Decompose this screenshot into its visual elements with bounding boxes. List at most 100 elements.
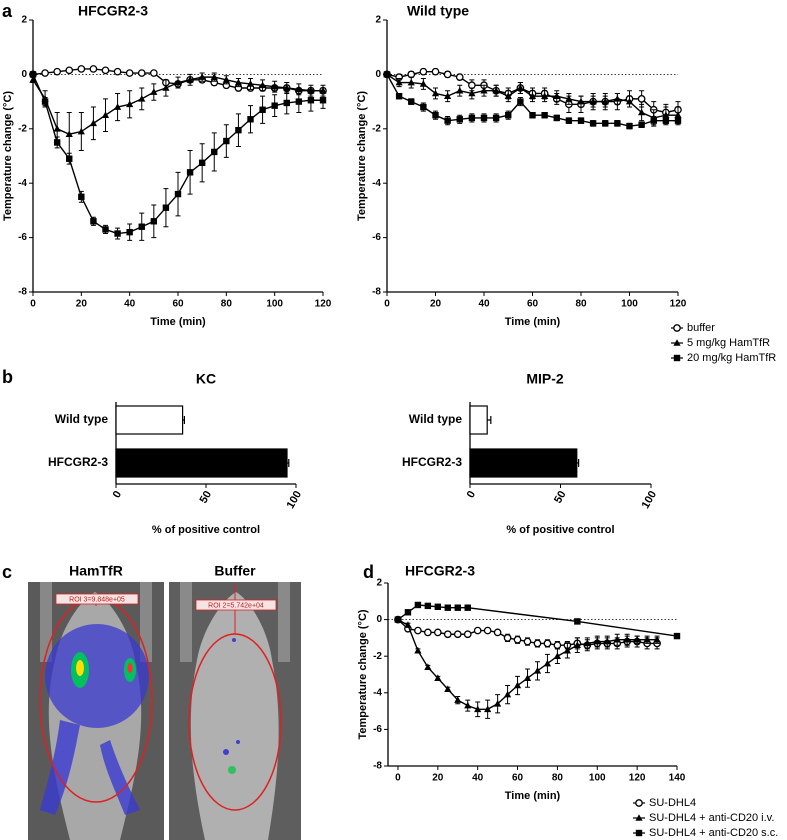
chart-title: Wild type xyxy=(407,3,469,19)
marker xyxy=(419,67,428,76)
marker xyxy=(414,626,422,635)
error-bar xyxy=(576,459,580,467)
marker xyxy=(602,120,609,127)
marker xyxy=(563,646,571,654)
marker xyxy=(271,102,278,109)
y-tick-label: Wild type xyxy=(55,412,109,426)
marker xyxy=(414,646,422,654)
marker xyxy=(77,65,86,73)
marker xyxy=(150,218,158,225)
signal xyxy=(45,624,149,728)
y-tick-label: -8 xyxy=(372,287,381,298)
x-tick-label: 0 xyxy=(465,489,478,500)
x-tick-label: 0 xyxy=(111,489,124,500)
marker xyxy=(162,204,170,211)
marker xyxy=(516,84,524,91)
marker xyxy=(210,73,218,80)
y-tick-label: HFCGR2-3 xyxy=(402,455,462,469)
marker xyxy=(613,95,621,102)
x-tick-label: 100 xyxy=(285,489,305,511)
photo-detail xyxy=(278,582,290,662)
marker xyxy=(517,98,524,105)
x-tick-label: 0 xyxy=(30,299,36,310)
x-axis-title: Time (min) xyxy=(505,316,561,328)
marker xyxy=(553,92,561,99)
marker xyxy=(543,659,552,667)
marker xyxy=(464,604,471,611)
x-tick-label: 40 xyxy=(124,299,136,310)
marker xyxy=(424,663,432,670)
legend-marker xyxy=(673,339,681,346)
error-bar xyxy=(487,416,492,424)
legend-label: buffer xyxy=(687,322,715,334)
marker xyxy=(494,699,502,707)
marker xyxy=(53,125,61,132)
marker xyxy=(523,637,532,646)
marker xyxy=(29,76,37,83)
marker xyxy=(513,681,522,689)
image-title: Buffer xyxy=(214,563,256,579)
marker xyxy=(247,116,254,123)
marker xyxy=(29,71,37,78)
chart-title: HFCGR2-3 xyxy=(78,3,148,19)
marker xyxy=(307,97,315,104)
error-bar xyxy=(287,459,290,467)
y-tick-label: HFCGR2-3 xyxy=(48,455,108,469)
marker xyxy=(383,71,391,78)
marker xyxy=(138,95,146,102)
legend-label: SU-DHL4 + anti-CD20 s.c. xyxy=(649,827,778,839)
marker xyxy=(444,117,451,124)
marker xyxy=(246,80,255,87)
marker xyxy=(126,100,134,108)
marker xyxy=(53,67,62,76)
x-tick-label: 100 xyxy=(266,299,283,310)
x-axis-title: % of positive control xyxy=(506,524,614,536)
roi-box xyxy=(55,593,139,605)
marker xyxy=(574,618,581,625)
y-tick-label: 0 xyxy=(376,614,382,625)
photo-detail xyxy=(40,582,52,662)
x-tick-label: 40 xyxy=(478,299,490,310)
marker xyxy=(433,628,442,637)
marker xyxy=(424,628,432,637)
x-tick-label: 80 xyxy=(575,299,587,310)
marker xyxy=(186,76,194,83)
marker xyxy=(235,126,242,134)
x-tick-label: 140 xyxy=(669,773,686,784)
y-axis-title: Temperature change (°C) xyxy=(357,609,369,739)
marker xyxy=(505,112,512,119)
y-tick-label: -6 xyxy=(18,232,27,243)
marker xyxy=(444,92,452,99)
image-panel: c HamTfR Buffer ROI 3=9.848e+05 ROI 2=5.… xyxy=(2,562,301,840)
marker xyxy=(454,696,462,703)
marker xyxy=(211,148,218,156)
marker xyxy=(65,66,74,75)
x-tick-label: 80 xyxy=(552,773,564,784)
marker xyxy=(125,69,134,77)
marker xyxy=(174,190,182,198)
signal xyxy=(236,740,240,744)
marker xyxy=(529,112,536,119)
signal xyxy=(232,638,236,642)
marker xyxy=(420,103,427,111)
x-tick-label: 20 xyxy=(432,773,444,784)
y-tick-label: Wild type xyxy=(409,412,463,426)
marker xyxy=(533,667,542,674)
y-tick-label: -4 xyxy=(373,687,382,698)
marker xyxy=(77,127,85,135)
series-line xyxy=(397,604,678,637)
chart-title: MIP-2 xyxy=(526,371,564,387)
marker xyxy=(432,112,439,119)
photo-detail xyxy=(140,582,152,662)
roi-label: ROI 2=5.742e+04 xyxy=(208,602,264,609)
marker xyxy=(577,97,585,105)
marker xyxy=(601,97,609,105)
legend-label: 5 mg/kg HamTfR xyxy=(687,337,770,349)
marker xyxy=(455,73,464,81)
marker xyxy=(234,78,243,86)
x-tick-label: 120 xyxy=(629,773,646,784)
x-tick-label: 120 xyxy=(315,299,332,310)
